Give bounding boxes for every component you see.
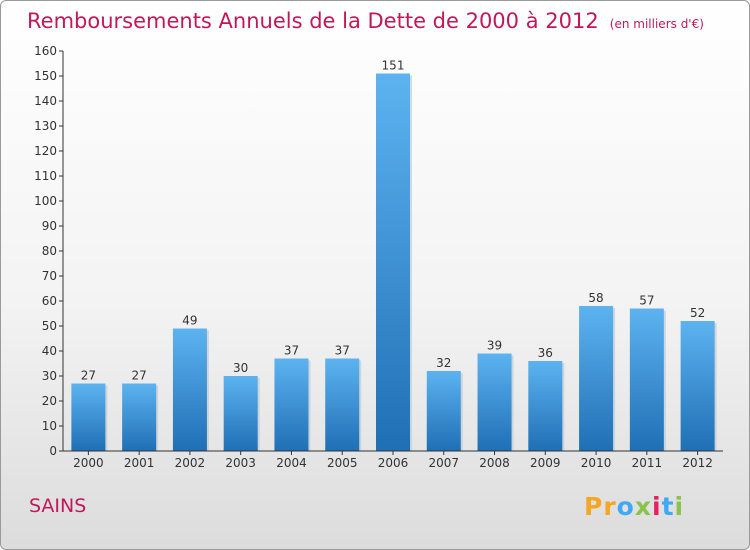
- y-tick-label: 80: [42, 244, 57, 258]
- bar: [376, 73, 410, 451]
- bar: [477, 353, 512, 451]
- bar-value-label: 58: [588, 291, 603, 305]
- logo-letter: r: [603, 492, 617, 521]
- x-tick-label: 2000: [73, 456, 104, 470]
- proxiti-logo[interactable]: Proxiti: [584, 492, 684, 521]
- bar: [528, 361, 563, 451]
- x-tick-label: 2006: [378, 456, 409, 470]
- bar-value-label: 37: [284, 344, 299, 358]
- y-tick-label: 60: [42, 294, 57, 308]
- x-tick-label: 2011: [632, 456, 663, 470]
- y-tick-label: 110: [34, 169, 57, 183]
- y-tick-label: 150: [34, 69, 57, 83]
- x-tick-label: 2001: [124, 456, 155, 470]
- logo-letter: x: [634, 492, 652, 521]
- x-tick-label: 2002: [175, 456, 206, 470]
- y-tick-label: 50: [42, 319, 57, 333]
- y-tick-label: 130: [34, 119, 57, 133]
- logo-letter: i: [652, 492, 662, 521]
- bar: [579, 306, 614, 451]
- y-tick-label: 30: [42, 369, 57, 383]
- bar-value-label: 57: [639, 294, 654, 308]
- x-tick-label: 2003: [225, 456, 256, 470]
- y-tick-label: 0: [49, 444, 57, 458]
- logo-letter: o: [616, 492, 635, 521]
- bar-value-label: 151: [382, 59, 405, 73]
- bar-value-label: 39: [487, 339, 502, 353]
- bar-value-label: 27: [132, 369, 147, 383]
- x-tick-label: 2008: [479, 456, 510, 470]
- bar: [325, 358, 360, 451]
- logo-letter: i: [674, 492, 685, 521]
- y-tick-label: 100: [34, 194, 57, 208]
- y-tick-label: 140: [34, 94, 57, 108]
- bar-value-label: 27: [81, 369, 96, 383]
- bar: [426, 371, 461, 451]
- x-tick-label: 2004: [276, 456, 307, 470]
- bar: [680, 321, 715, 451]
- bar: [71, 383, 106, 451]
- bar-value-label: 49: [182, 314, 197, 328]
- x-tick-label: 2005: [327, 456, 358, 470]
- bar-value-label: 37: [335, 344, 350, 358]
- bar: [172, 328, 207, 451]
- bar-value-label: 52: [690, 306, 705, 320]
- bar: [223, 376, 258, 451]
- logo-letter: P: [584, 492, 604, 521]
- title-row: Remboursements Annuels de la Dette de 20…: [27, 9, 704, 33]
- chart-subtitle: (en milliers d'€): [609, 17, 704, 31]
- chart-title: Remboursements Annuels de la Dette de 20…: [27, 9, 599, 33]
- x-tick-label: 2009: [530, 456, 561, 470]
- x-tick-label: 2007: [428, 456, 459, 470]
- x-axis: 2000 2001 2002 2003 2004 2005 2006 2007 2008 2009…: [63, 450, 723, 470]
- bar: [122, 383, 157, 451]
- bar-value-label: 36: [538, 346, 553, 360]
- bar-value-label: 32: [436, 356, 451, 370]
- y-tick-label: 70: [42, 269, 57, 283]
- y-tick-label: 10: [42, 419, 57, 433]
- x-tick-label: 2010: [581, 456, 612, 470]
- y-tick-label: 40: [42, 344, 57, 358]
- bar: [274, 358, 309, 451]
- commune-name: SAINS: [29, 495, 87, 517]
- y-tick-label: 90: [42, 219, 57, 233]
- x-tick-label: 2012: [682, 456, 713, 470]
- y-axis: 0 10 20 30 40 50 60 70 80 90 100 110 120 130 140 150 160: [34, 44, 64, 458]
- logo-letter: t: [661, 492, 675, 521]
- y-tick-label: 120: [34, 144, 57, 158]
- bar-value-label: 30: [233, 361, 248, 375]
- bar: [629, 308, 664, 451]
- y-tick-label: 160: [34, 44, 57, 58]
- bars: 27 27 49 30 37 37 151 32 39 36 58 57 52: [71, 59, 717, 451]
- y-tick-label: 20: [42, 394, 57, 408]
